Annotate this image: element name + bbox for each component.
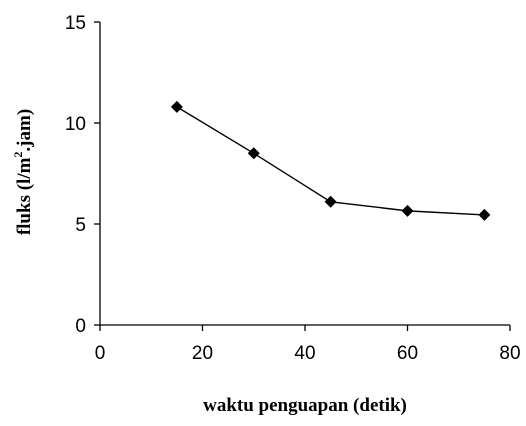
y-axis-title-sup: 2	[11, 152, 25, 158]
axes	[99, 22, 510, 326]
x-tick-label: 60	[397, 343, 418, 364]
data-point	[324, 195, 337, 208]
y-tick-label: 15	[65, 13, 86, 34]
x-tick-label: 80	[499, 343, 520, 364]
x-axis-title: waktu penguapan (detik)	[203, 395, 407, 416]
x-tick-label: 20	[192, 343, 213, 364]
y-axis-ticks: 0 5 10 15	[65, 13, 100, 337]
y-tick-label: 10	[65, 114, 86, 135]
data-point	[401, 204, 414, 217]
y-tick-label: 0	[75, 316, 86, 337]
y-axis-title: fluks (l/m2.jam)	[11, 109, 35, 235]
series-markers	[170, 100, 491, 221]
y-tick-label: 5	[75, 215, 86, 236]
x-axis-ticks: 0 20 40 60 80	[95, 325, 521, 364]
x-tick-label: 0	[95, 343, 106, 364]
y-axis-title-end: .jam)	[14, 109, 35, 152]
data-point	[478, 208, 491, 221]
y-axis-title-main: fluks (l/m	[14, 157, 35, 235]
data-point	[170, 100, 183, 113]
data-point	[247, 147, 260, 160]
x-tick-label: 40	[294, 343, 315, 364]
